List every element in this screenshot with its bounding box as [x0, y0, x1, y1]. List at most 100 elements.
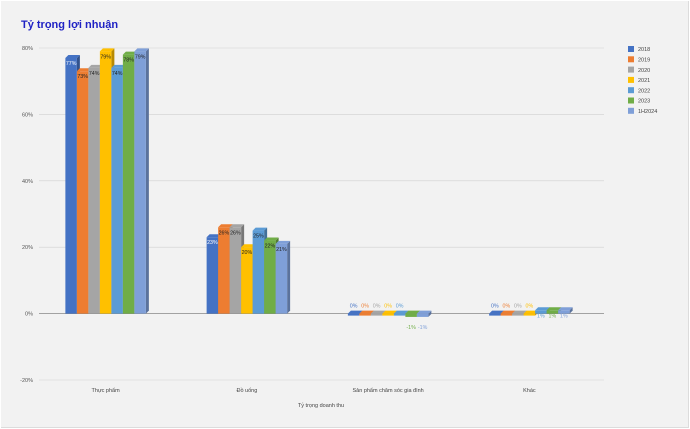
bar [76, 71, 89, 314]
data-label: 0% [350, 304, 358, 310]
data-label: 25% [253, 234, 264, 240]
bar-top [500, 310, 516, 314]
bar-top [76, 68, 92, 72]
bar [382, 313, 394, 316]
legend-swatch [628, 76, 634, 83]
bar [241, 247, 253, 314]
data-label: -1% [406, 325, 416, 331]
y-tick-label: 20% [22, 245, 33, 251]
y-tick-label: 40% [22, 179, 33, 185]
legend-swatch [628, 107, 634, 114]
data-label: 74% [89, 71, 100, 77]
chart-title: Tỷ trọng lợi nhuận [21, 19, 119, 31]
bar-top [558, 307, 573, 311]
data-label: 23% [207, 240, 218, 246]
data-label: 78% [123, 58, 134, 64]
bar-top [99, 48, 115, 52]
bar [500, 313, 513, 316]
x-axis-title: Tỷ trọng doanh thu [298, 402, 344, 409]
data-label: 1% [549, 313, 557, 319]
bar [122, 54, 135, 314]
y-tick-label: -20% [20, 378, 33, 384]
bar-top [252, 227, 268, 231]
data-label: 0% [514, 304, 522, 310]
data-label: 26% [230, 230, 241, 236]
data-label: 74% [112, 71, 123, 77]
bar-top [546, 307, 562, 311]
bar-side [145, 48, 149, 314]
data-label: 79% [100, 54, 111, 60]
bar-top [275, 240, 291, 244]
bar-top [206, 234, 222, 238]
bar [218, 227, 230, 314]
data-label: 79% [135, 54, 146, 60]
bar [523, 313, 536, 316]
bar-side [287, 240, 291, 314]
bar-top [229, 224, 245, 228]
y-tick-label: 0% [25, 312, 33, 318]
legend-swatch [628, 46, 634, 52]
bar-top [512, 310, 527, 314]
bar-top [393, 310, 409, 314]
data-label: 0% [384, 304, 392, 310]
data-label: 73% [77, 74, 88, 80]
x-tick-label: Khác [523, 388, 536, 394]
data-label: 1% [560, 313, 568, 319]
bar [370, 313, 383, 316]
bar-top [523, 310, 539, 314]
data-label: 0% [491, 304, 499, 310]
bar [558, 310, 570, 314]
legend-swatch [628, 97, 634, 104]
bar [546, 310, 559, 314]
bar-top [88, 64, 103, 68]
bar-top [241, 244, 256, 248]
legend-label: 2022 [638, 88, 650, 94]
bar [535, 310, 547, 314]
bar [229, 227, 242, 314]
bar-top [218, 224, 233, 228]
bar-top [134, 48, 149, 52]
bar-top [370, 310, 386, 314]
bar-top [416, 310, 432, 314]
legend-swatch [628, 87, 634, 94]
data-label: 0% [396, 304, 404, 310]
data-label: 20% [242, 250, 253, 256]
data-label: 1% [537, 313, 545, 319]
legend-label: 2019 [638, 58, 650, 64]
x-tick-label: Thực phẩm [92, 387, 121, 394]
bar [111, 67, 123, 314]
bar-top [359, 310, 374, 314]
data-label: 0% [373, 304, 381, 310]
bar [416, 313, 429, 317]
bar [405, 313, 417, 317]
legend-label: 2018 [638, 47, 650, 53]
data-label: 0% [361, 304, 369, 310]
data-label: 77% [66, 61, 77, 67]
bar [65, 57, 77, 314]
data-label: 26% [219, 230, 230, 236]
x-tick-label: Đồ uống [236, 388, 257, 394]
bar-top [489, 310, 504, 314]
data-label: 0% [503, 304, 511, 310]
legend-swatch [628, 56, 634, 63]
bar-top [535, 307, 550, 311]
bar [512, 313, 524, 316]
data-label: -1% [418, 325, 428, 331]
legend-label: 2023 [638, 99, 650, 105]
bar [359, 313, 371, 316]
bar-top [405, 310, 420, 314]
bar-top [111, 64, 126, 68]
bar-top [382, 310, 397, 314]
legend-swatch [628, 66, 634, 73]
data-label: 22% [265, 244, 276, 250]
legend-label: 1H2024 [638, 109, 657, 115]
legend-label: 2021 [638, 78, 650, 84]
bar [347, 313, 360, 316]
bar-top [65, 54, 80, 58]
bar [264, 240, 276, 314]
x-tick-label: Sản phẩm chăm sóc gia đình [353, 387, 424, 394]
bar-top [347, 310, 363, 314]
y-tick-label: 80% [22, 46, 33, 52]
